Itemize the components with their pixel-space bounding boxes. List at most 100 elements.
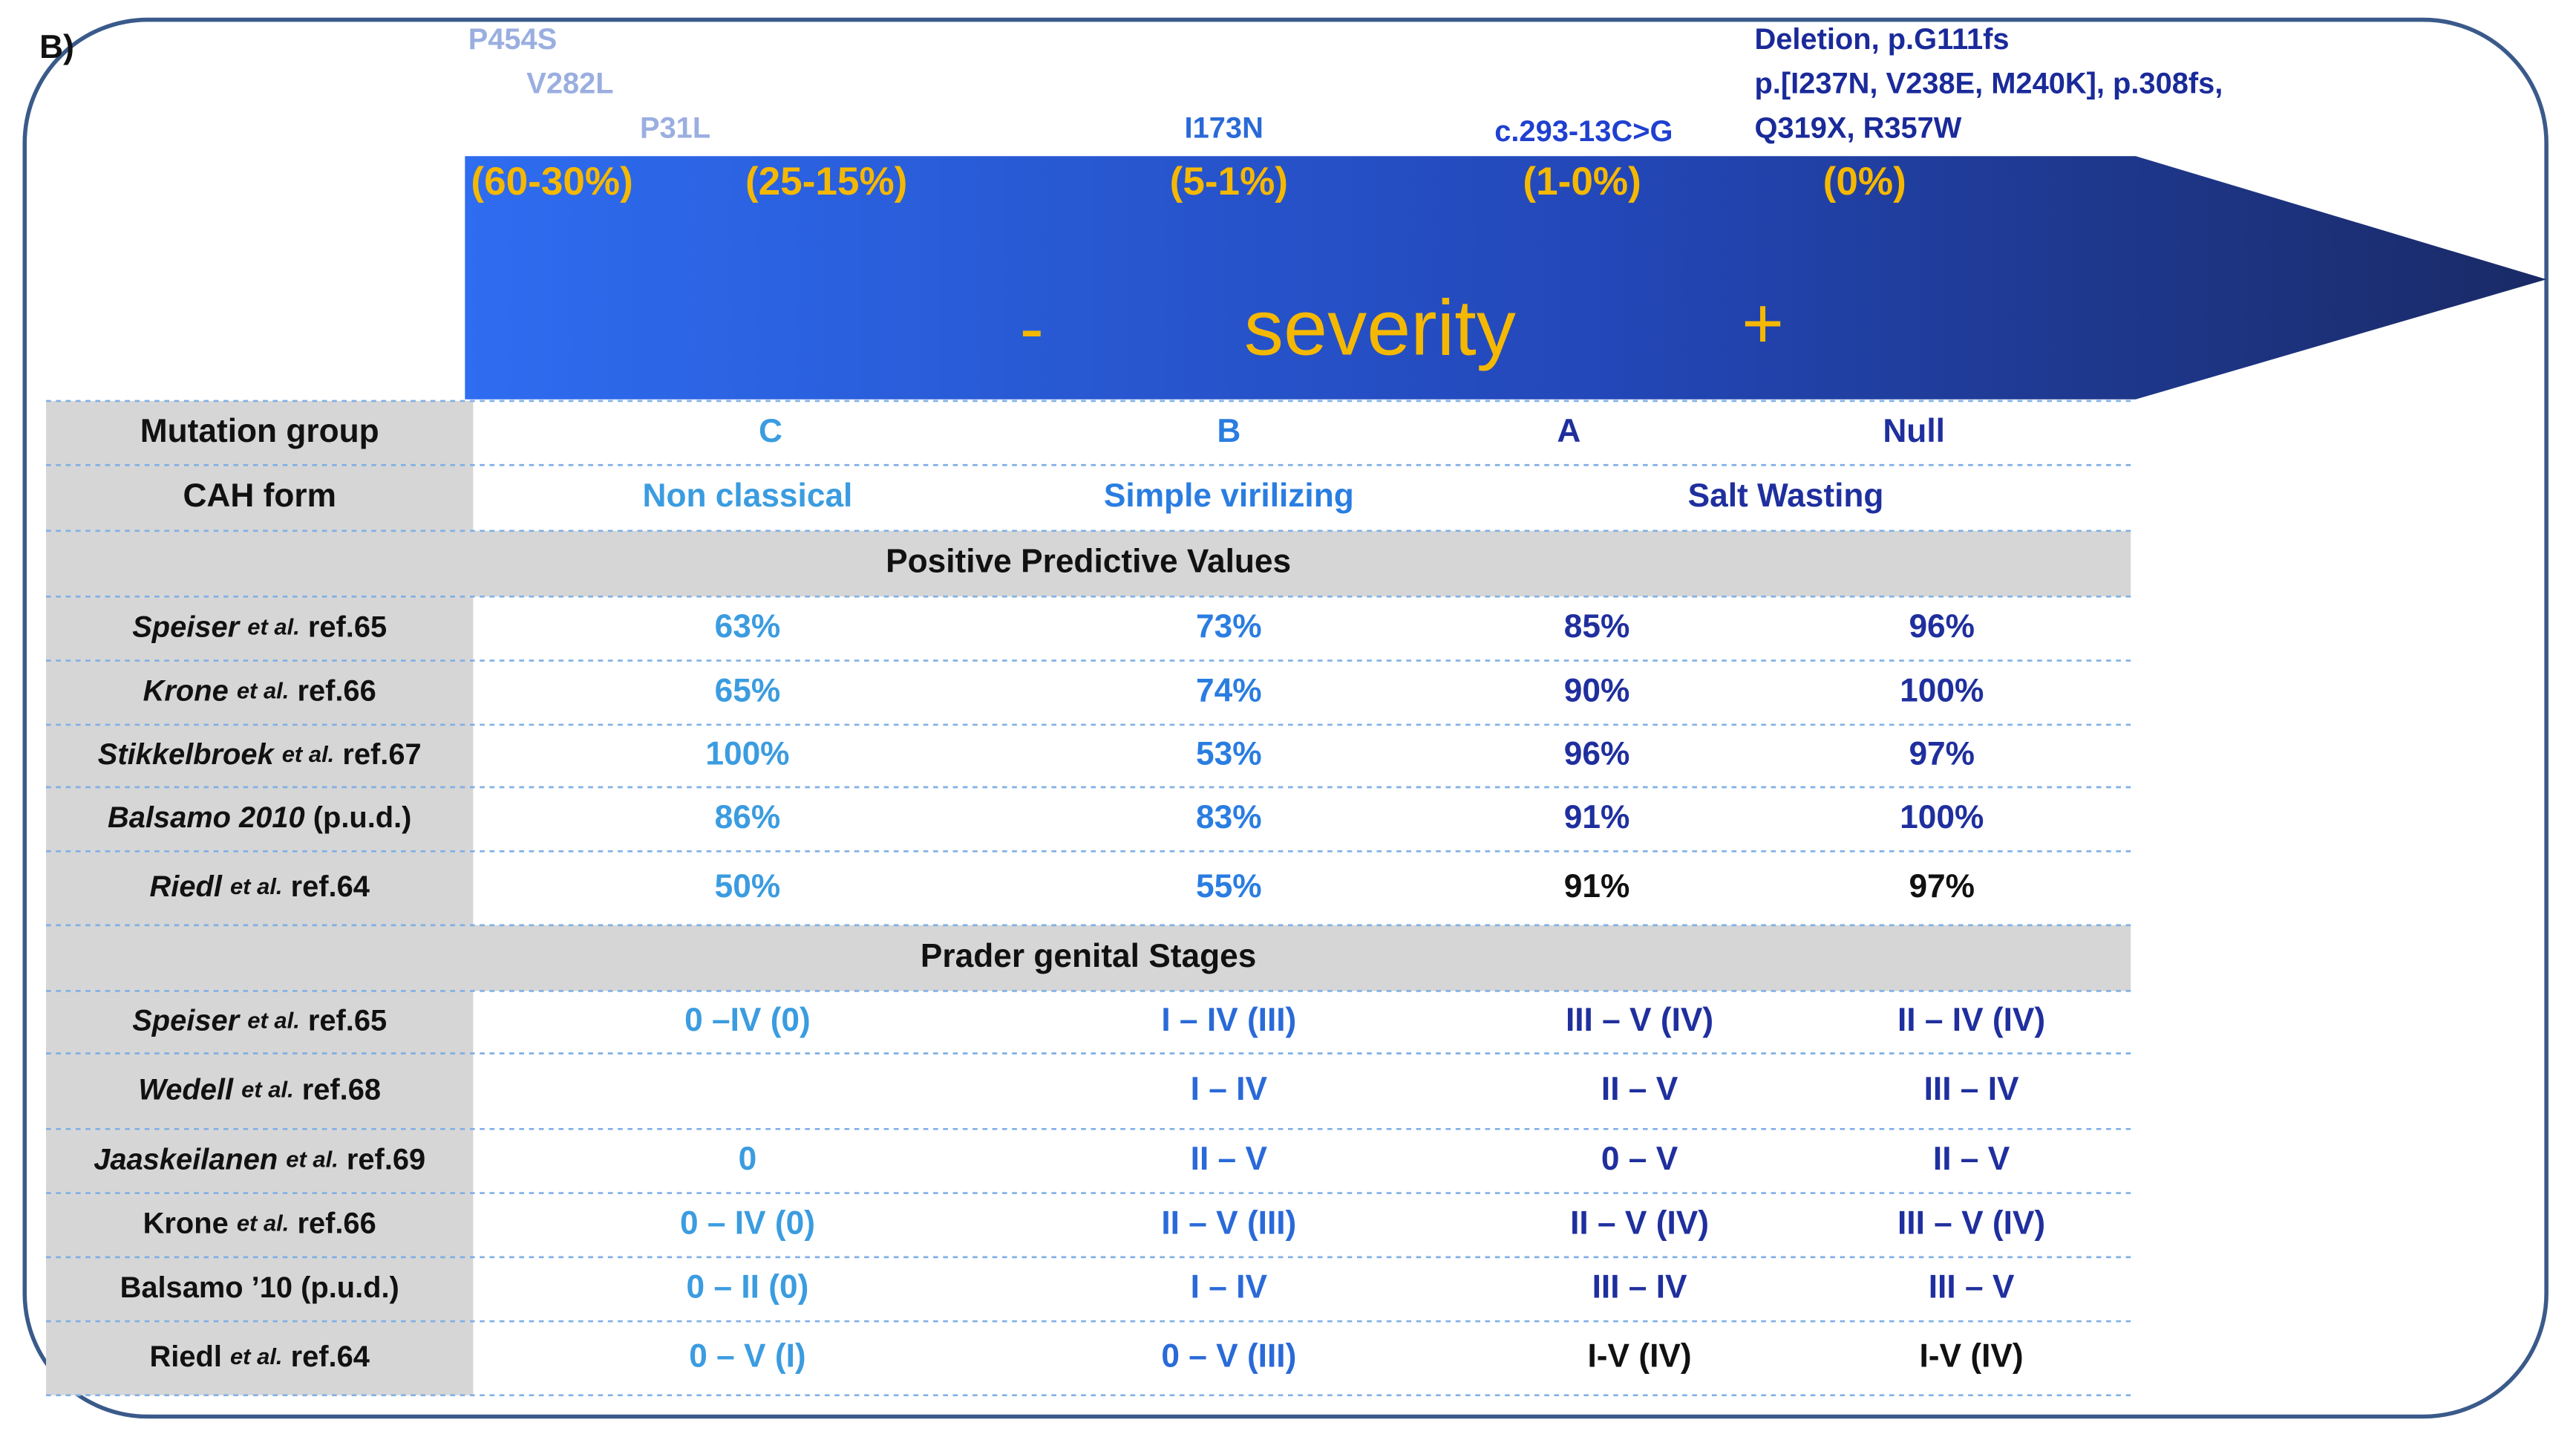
label-part: Balsamo 2010 — [108, 801, 305, 834]
table-cell: III – V — [1929, 1269, 2015, 1306]
label-cell-bg — [46, 1321, 474, 1395]
header-cell: B — [1217, 413, 1240, 449]
row-label: Balsamo 2010 (p.u.d.) — [108, 801, 411, 834]
table-cell: 0 – V (III) — [1161, 1338, 1296, 1375]
label-cell-bg — [46, 1129, 474, 1193]
table-cell: 85% — [1564, 608, 1630, 645]
label-part: et al. — [237, 1210, 290, 1236]
header-cell: Null — [1883, 413, 1945, 449]
table-cell: 53% — [1196, 736, 1262, 772]
row-label: CAH form — [183, 478, 336, 514]
row-label: Stikkelbroek et al. ref.67 — [98, 737, 422, 770]
table-cell: III – IV — [1592, 1269, 1687, 1306]
table-cell: II – IV (IV) — [1897, 1002, 2045, 1038]
percentage-range: (25-15%) — [745, 160, 907, 203]
label-part: ref.66 — [297, 1207, 376, 1239]
table-cell: I-V (IV) — [1588, 1338, 1692, 1375]
label-part: Speiser — [132, 610, 241, 643]
label-part: Krone — [143, 1207, 229, 1239]
label-part: ref.69 — [347, 1143, 425, 1176]
label-part: et al. — [237, 678, 290, 704]
section-title: Positive Predictive Values — [886, 544, 1291, 580]
label-part: et al. — [286, 1147, 339, 1173]
label-part: ref.68 — [302, 1073, 381, 1106]
mutation-label: Q319X, R357W — [1754, 111, 1961, 144]
percentage-range: (60-30%) — [471, 160, 632, 203]
table-cell: 100% — [1900, 799, 1984, 835]
minus-sign: - — [1020, 287, 1044, 368]
table-cell: I-V (IV) — [1920, 1338, 2024, 1375]
mutation-label: P31L — [640, 111, 710, 144]
label-part: ref.65 — [308, 610, 387, 643]
label-part: (p.u.d.) — [313, 801, 412, 834]
label-cell-bg — [46, 1053, 474, 1130]
label-part: ref.64 — [291, 870, 370, 903]
header-cell: A — [1557, 413, 1580, 449]
table-cell: 65% — [715, 672, 781, 708]
row-label: Speiser et al. ref.65 — [132, 610, 387, 643]
mutation-label: p.[I237N, V238E, M240K], p.308fs, — [1754, 68, 2223, 100]
table-cell: 83% — [1196, 799, 1262, 835]
table-cell: II – V — [1191, 1141, 1268, 1177]
table-cell: 50% — [715, 868, 781, 905]
table-cell: II – V (III) — [1161, 1205, 1296, 1241]
label-cell-bg — [46, 724, 474, 787]
label-cell-bg — [46, 660, 474, 725]
mutation-label: V282L — [526, 68, 613, 100]
label-part: et al. — [241, 1077, 294, 1103]
severity-arrow — [465, 156, 2547, 400]
table-cell: III – V (IV) — [1897, 1205, 2045, 1241]
table-cell: II – V — [1933, 1141, 2010, 1177]
header-cell: Simple virilizing — [1104, 478, 1354, 514]
table-cell: III – IV — [1924, 1071, 2019, 1107]
label-part: et al. — [247, 614, 300, 640]
row-label: Balsamo ’10 (p.u.d.) — [120, 1271, 399, 1304]
mutation-label: c.293-13C>G — [1494, 115, 1673, 148]
row-label: Krone et al. ref.66 — [143, 1207, 376, 1239]
label-cell-bg — [46, 1193, 474, 1257]
label-part: Riedl — [150, 1340, 222, 1372]
table-cell: 0 — [739, 1141, 757, 1177]
label-part: ref.65 — [308, 1004, 387, 1037]
table-cell: 96% — [1909, 608, 1975, 645]
label-part: ref.64 — [291, 1340, 370, 1372]
label-cell-bg — [46, 596, 474, 661]
label-cell-bg — [46, 851, 474, 925]
label-cell-bg — [46, 1257, 474, 1322]
label-cell-bg — [46, 400, 474, 466]
mutation-label: Deletion, p.G111fs — [1754, 23, 2009, 56]
header-cell: C — [759, 413, 782, 449]
table-cell: 100% — [705, 736, 789, 772]
table-cell: 74% — [1196, 672, 1262, 708]
label-cell-bg — [46, 991, 474, 1054]
label-part: et al. — [282, 741, 335, 767]
table-cell: II – V (IV) — [1570, 1205, 1709, 1241]
label-cell-bg — [46, 786, 474, 852]
table-cell: 0 –IV (0) — [684, 1002, 811, 1038]
table-cell: I – IV — [1191, 1269, 1268, 1306]
table-cell: 97% — [1909, 868, 1975, 905]
table-cell: 86% — [715, 799, 781, 835]
table-cell: II – V — [1601, 1071, 1678, 1107]
frame — [22, 17, 2549, 1419]
mutation-label: P454S — [468, 23, 558, 56]
percentage-range: (5-1%) — [1170, 160, 1288, 203]
label-part: Krone — [143, 674, 229, 707]
table-cell: 0 – IV (0) — [680, 1205, 815, 1241]
plus-sign: + — [1742, 282, 1784, 363]
row-label: Riedl et al. ref.64 — [150, 870, 370, 903]
label-part: ref.66 — [297, 674, 376, 707]
label-cell-bg — [46, 465, 474, 531]
panel-label: B) — [39, 29, 74, 65]
table-cell: 91% — [1564, 799, 1630, 835]
label-part: ref.67 — [342, 737, 421, 770]
row-label: Jaaskeilanen et al. ref.69 — [94, 1143, 425, 1176]
table-cell: 63% — [715, 608, 781, 645]
table-cell: 90% — [1564, 672, 1630, 708]
percentage-range: (0%) — [1823, 160, 1906, 203]
table-cell: 73% — [1196, 608, 1262, 645]
table-cell: III – V (IV) — [1566, 1002, 1713, 1038]
percentage-range: (1-0%) — [1523, 160, 1641, 203]
